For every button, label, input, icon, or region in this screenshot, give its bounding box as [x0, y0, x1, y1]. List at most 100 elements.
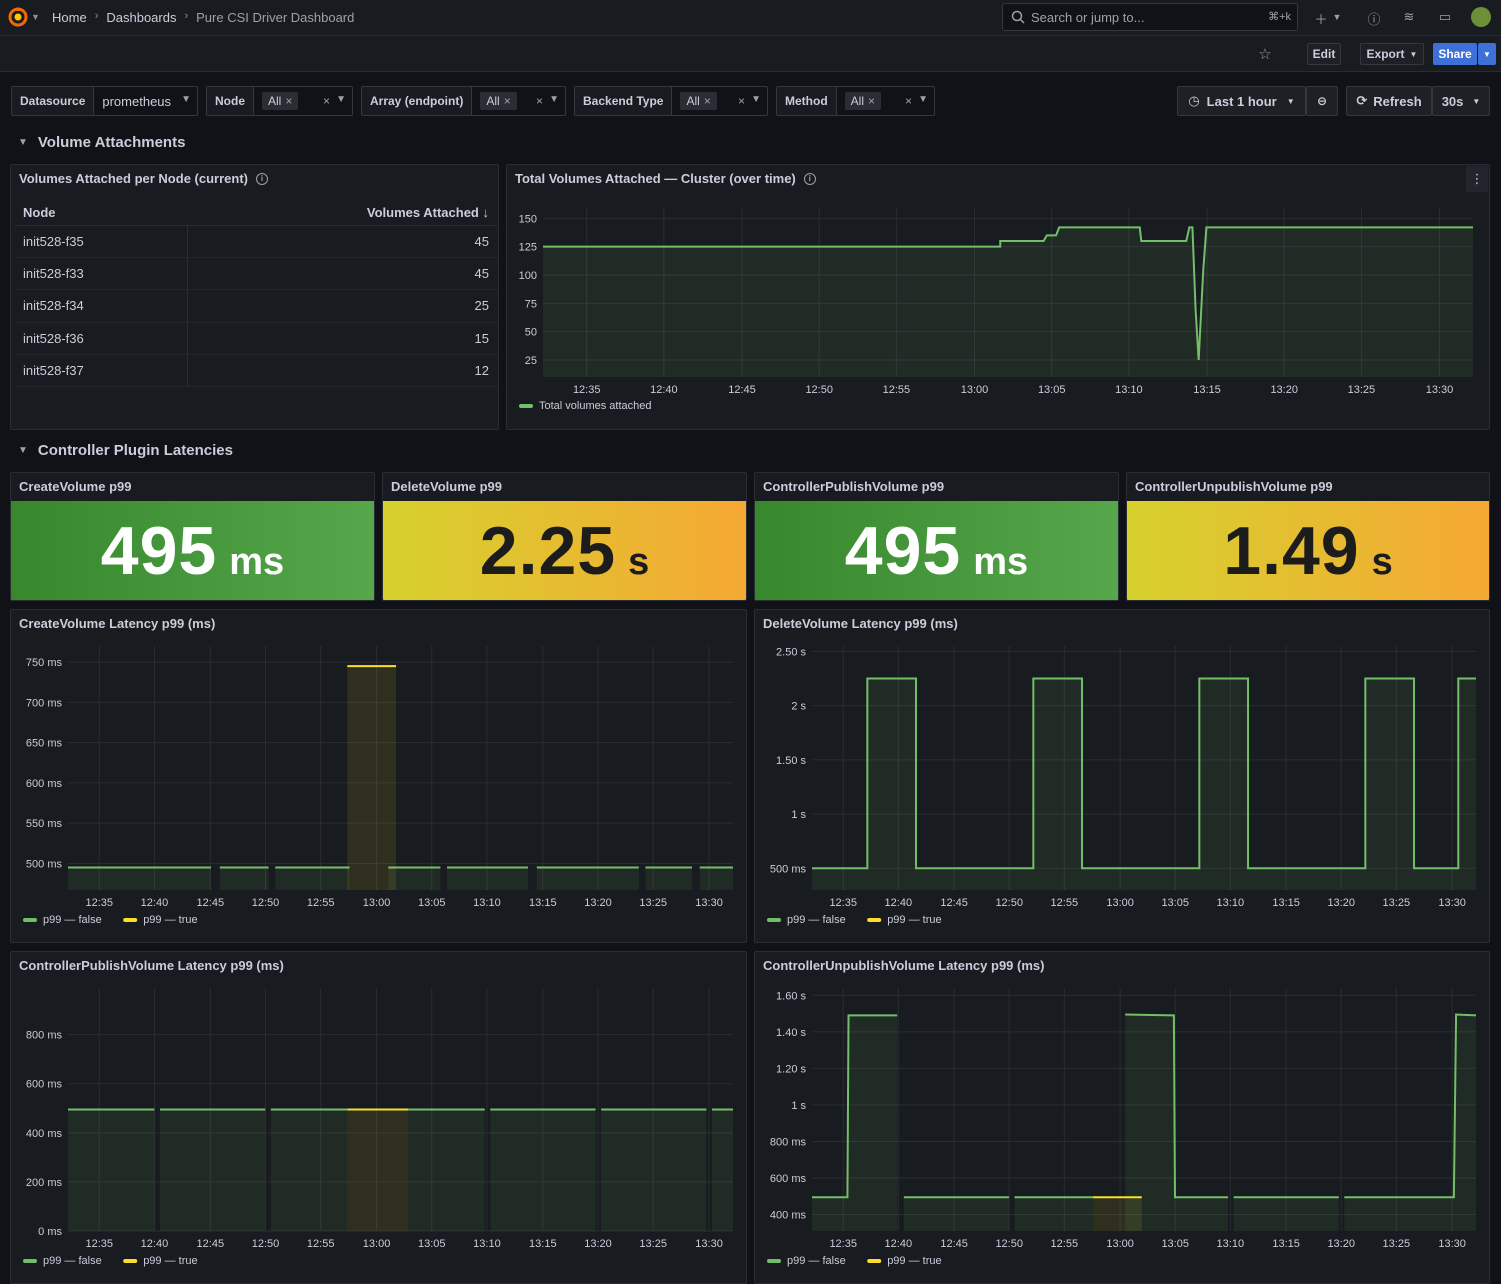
- x-tick-label: 13:05: [418, 897, 446, 909]
- remove-icon: ×: [285, 94, 293, 108]
- table-row: init528-f34 25: [15, 289, 497, 323]
- x-tick-label: 12:50: [805, 384, 833, 396]
- monitor-icon[interactable]: ▭: [1438, 9, 1452, 24]
- x-tick-label: 12:45: [940, 1238, 968, 1250]
- variable-backend-type[interactable]: Backend Type All × × ▼: [574, 86, 768, 116]
- series-area: [543, 227, 1473, 377]
- time-range-picker[interactable]: ◷ Last 1 hour ▼: [1177, 86, 1306, 116]
- panel-title: DeleteVolume p99: [391, 479, 503, 494]
- row-controller-latencies[interactable]: ▼ Controller Plugin Latencies: [18, 442, 233, 459]
- news-feed-icon[interactable]: ≋: [1403, 9, 1415, 24]
- selected-chip[interactable]: All ×: [680, 92, 717, 110]
- x-tick-label: 12:35: [829, 1238, 857, 1250]
- series-area: [275, 867, 350, 890]
- row-title: Volume Attachments: [37, 134, 186, 151]
- breadcrumb-dashboards[interactable]: Dashboards: [106, 10, 177, 25]
- column-header-node[interactable]: Node: [15, 201, 188, 226]
- x-tick-label: 12:50: [252, 897, 280, 909]
- y-tick-label: 150: [519, 213, 537, 225]
- star-icon[interactable]: ☆: [1258, 46, 1272, 63]
- variable-datasource[interactable]: Datasource prometheus ▼: [11, 86, 198, 116]
- series-area: [1014, 1197, 1094, 1231]
- volumes-attached-value: 45: [187, 225, 497, 258]
- dashboard-toolbar: ☆ Edit Export ▼ Share ▼: [0, 36, 1501, 72]
- panel-create-latency: CreateVolume Latency p99 (ms) 500 ms 550 …: [10, 609, 747, 943]
- breadcrumb-current: Pure CSI Driver Dashboard: [196, 10, 355, 25]
- panel-total-volumes: Total Volumes Attached — Cluster (over t…: [506, 164, 1490, 430]
- chevron-down-icon: ▼: [18, 445, 28, 456]
- edit-button[interactable]: Edit: [1307, 43, 1341, 65]
- x-tick-label: 13:05: [1161, 1238, 1189, 1250]
- refresh-interval-picker[interactable]: 30s ▼: [1432, 86, 1490, 116]
- x-tick-label: 13:05: [1161, 897, 1189, 909]
- plus-icon[interactable]: ＋: [1314, 12, 1328, 27]
- variable-method[interactable]: Method All × × ▼: [776, 86, 935, 116]
- row-volume-attachments[interactable]: ▼ Volume Attachments: [18, 134, 185, 151]
- volumes-attached-value: 15: [187, 322, 497, 356]
- series-area: [1125, 1014, 1229, 1231]
- selected-chip[interactable]: All ×: [480, 92, 517, 110]
- chevron-down-icon: ▼: [549, 94, 559, 105]
- y-tick-label: 100: [519, 270, 537, 282]
- x-tick-label: 13:10: [473, 1238, 501, 1250]
- remove-icon: ×: [503, 94, 511, 108]
- node-name: init528-f36: [15, 322, 188, 356]
- x-tick-label: 13:05: [418, 1238, 446, 1250]
- series-line: [1125, 1013, 1229, 1199]
- node-name: init528-f35: [15, 225, 188, 258]
- series-area: [68, 1109, 155, 1231]
- series-area: [68, 867, 211, 890]
- sort-arrow-down-icon: ↓: [482, 205, 490, 221]
- panel-menu-icon[interactable]: ⋮: [1466, 166, 1488, 192]
- avatar[interactable]: [1471, 7, 1491, 27]
- chevron-down-icon: ▼: [1409, 49, 1418, 59]
- chevron-down-icon: ▼: [751, 94, 761, 105]
- remove-icon: ×: [868, 94, 876, 108]
- x-tick-label: 13:00: [961, 384, 989, 396]
- clock-icon: ◷: [1188, 93, 1200, 108]
- zoom-out-button[interactable]: ⊖: [1306, 86, 1338, 116]
- export-label: Export: [1366, 47, 1405, 61]
- stat-value: 1.49: [1223, 513, 1360, 589]
- stat-value-box: 495 ms: [11, 501, 374, 600]
- nodes-table: Node Volumes Attached ↓ init528-f35 45 ini…: [15, 201, 497, 388]
- share-dropdown-chevron-icon[interactable]: ▼: [1478, 43, 1496, 65]
- y-tick-label: 400 ms: [770, 1210, 807, 1222]
- export-button[interactable]: Export ▼: [1360, 43, 1424, 65]
- series-area: [347, 1109, 409, 1231]
- info-icon[interactable]: i: [255, 172, 268, 185]
- x-tick-label: 13:00: [363, 1238, 391, 1250]
- panel-title: ControllerUnpublishVolume p99: [1135, 479, 1333, 494]
- refresh-button[interactable]: ⟳ Refresh: [1346, 86, 1432, 116]
- chevron-down-icon[interactable]: ▼: [1332, 12, 1342, 22]
- legend-swatch: [23, 918, 37, 922]
- clear-icon[interactable]: ×: [904, 94, 912, 108]
- x-tick-label: 12:50: [995, 897, 1023, 909]
- menu-chevron-down-icon[interactable]: ▼: [31, 12, 40, 22]
- series-area: [408, 1109, 485, 1231]
- top-nav-bar: ▼ Home › Dashboards › Pure CSI Driver Da…: [0, 0, 1501, 36]
- y-tick-label: 500 ms: [770, 863, 807, 875]
- stat-unit: ms: [973, 540, 1029, 583]
- refresh-icon: ⟳: [1356, 93, 1368, 108]
- series-area: [1344, 1014, 1476, 1231]
- breadcrumb-home[interactable]: Home: [52, 10, 87, 25]
- grafana-logo-icon[interactable]: [8, 7, 28, 27]
- variable-label: Method: [777, 87, 837, 115]
- stat-unit: ms: [229, 540, 285, 583]
- info-icon[interactable]: i: [803, 172, 816, 185]
- clear-icon[interactable]: ×: [535, 94, 543, 108]
- search-input[interactable]: Search or jump to... ⌘+k: [1002, 3, 1298, 31]
- help-icon[interactable]: ⓘ: [1367, 12, 1381, 27]
- column-header-volumes[interactable]: Volumes Attached ↓: [187, 201, 497, 226]
- clear-icon[interactable]: ×: [322, 94, 330, 108]
- stat-unit: s: [628, 540, 650, 583]
- node-name: init528-f37: [15, 354, 188, 388]
- share-button[interactable]: Share: [1433, 43, 1477, 65]
- variable-array[interactable]: Array (endpoint) All × × ▼: [361, 86, 566, 116]
- selected-chip[interactable]: All ×: [262, 92, 299, 110]
- variable-node[interactable]: Node All × × ▼: [206, 86, 353, 116]
- clear-icon[interactable]: ×: [737, 94, 745, 108]
- x-tick-label: 13:15: [1193, 384, 1221, 396]
- selected-chip[interactable]: All ×: [844, 92, 882, 110]
